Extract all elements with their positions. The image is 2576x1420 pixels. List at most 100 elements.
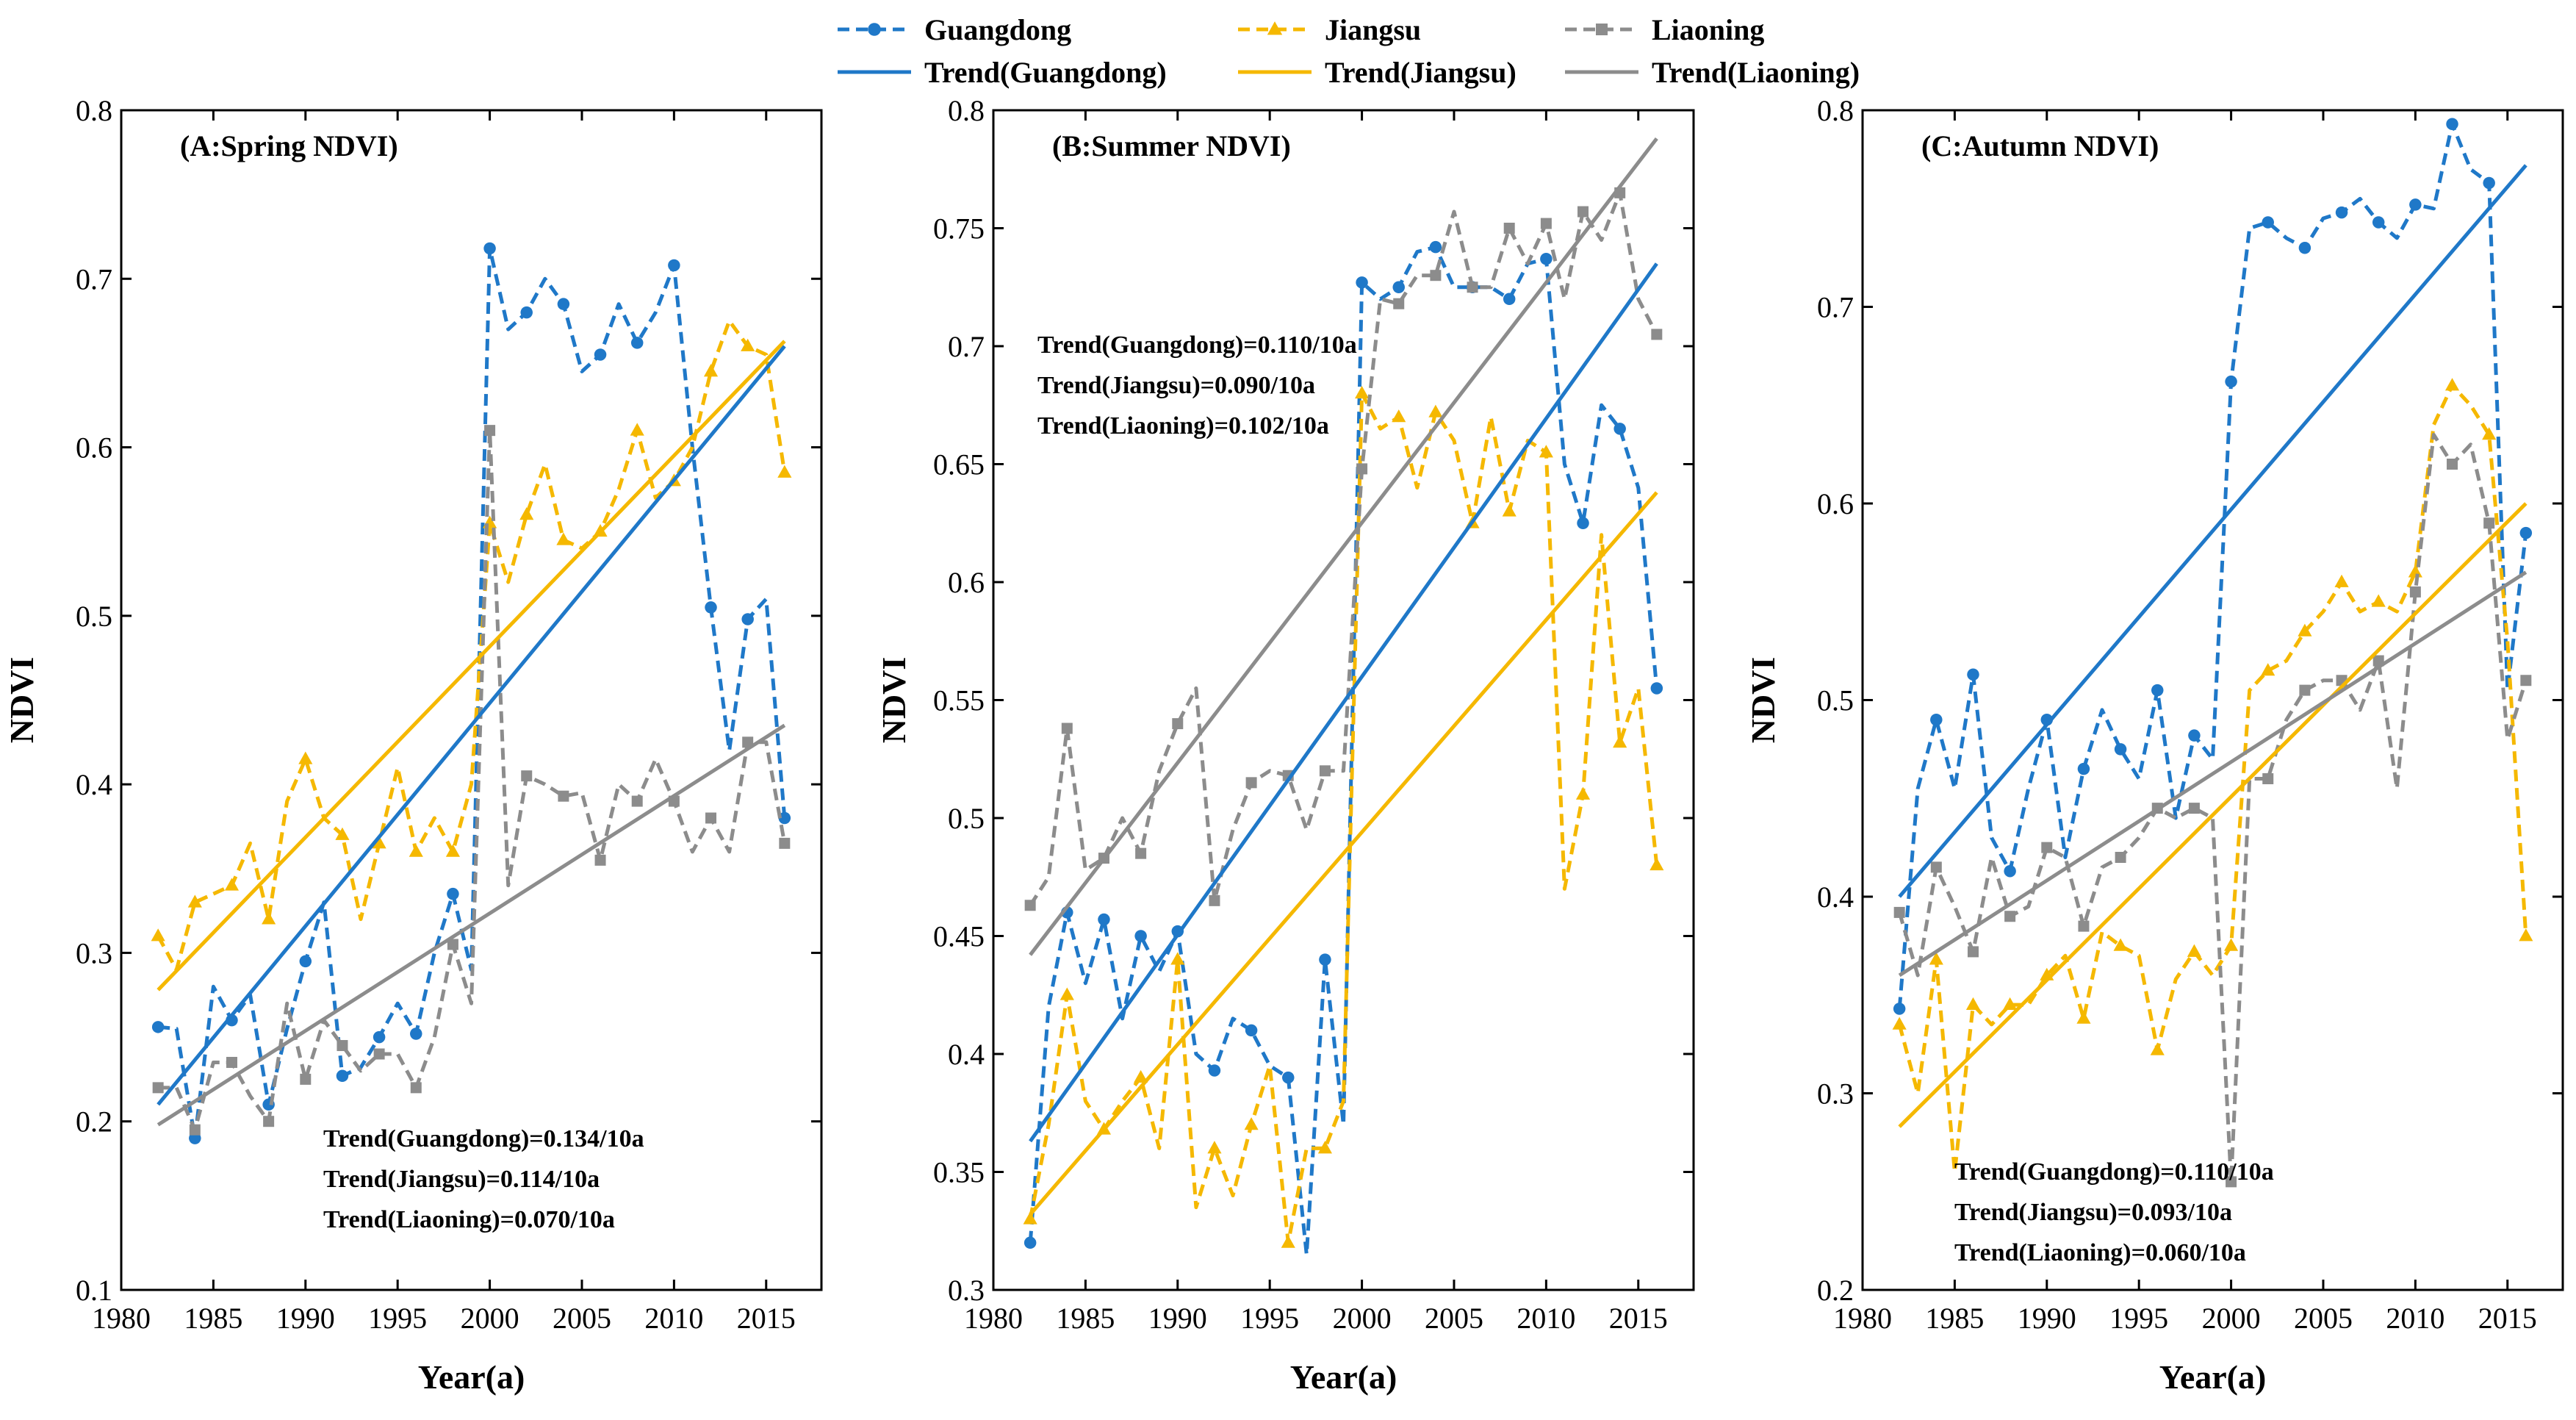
y-tick-label: 0.6 <box>948 566 985 599</box>
trend-line-trend-guangdong <box>1898 164 2528 898</box>
data-point-liaoning <box>2078 920 2090 932</box>
data-point-guangdong <box>1282 1071 1295 1084</box>
x-tick-label: 2010 <box>1517 1302 1575 1335</box>
data-point-jiangsu <box>151 928 165 942</box>
panel-title: (C:Autumn NDVI) <box>1921 129 2159 162</box>
y-tick-label: 0.6 <box>1817 487 1854 520</box>
panel-c-autumn-ndvi: 1980 1985 1990 1995 2000 2005 2010 2015 0.2 0.3 0.… <box>1744 94 2564 1396</box>
x-tick-label: 1985 <box>184 1302 242 1335</box>
data-point-jiangsu <box>2076 1011 2091 1024</box>
x-tick-label: 1985 <box>1925 1302 1984 1335</box>
data-point-jiangsu <box>1059 987 1074 1000</box>
data-point-liaoning <box>1172 718 1184 730</box>
data-point-guangdong <box>2446 118 2458 130</box>
data-point-guangdong <box>2004 864 2016 878</box>
data-point-jiangsu <box>1392 409 1406 423</box>
data-point-jiangsu <box>1281 1235 1295 1248</box>
data-point-liaoning <box>189 1124 201 1136</box>
data-point-liaoning <box>1024 900 1036 911</box>
data-point-guangdong <box>778 811 791 825</box>
data-point-liaoning <box>337 1040 348 1052</box>
legend-marker-triangle <box>1267 21 1283 35</box>
data-point-jiangsu <box>372 836 386 849</box>
trend-annotation: Trend(Guangdong)=0.110/10a <box>1037 331 1357 359</box>
x-axis-title: Year(a) <box>1290 1358 1397 1396</box>
data-point-jiangsu <box>2150 1042 2165 1055</box>
y-tick-label: 0.7 <box>948 330 985 363</box>
data-point-jiangsu <box>409 844 423 857</box>
data-point-liaoning <box>1393 298 1405 309</box>
legend-label: Trend(Jiangsu) <box>1325 56 1517 89</box>
y-tick-label: 0.4 <box>76 768 112 801</box>
legend: Guangdong Jiangsu Liaoning Trend(Guangdong)… <box>838 13 1860 89</box>
x-tick-label: 2005 <box>2294 1302 2353 1335</box>
data-point-guangdong <box>2188 729 2201 742</box>
data-point-liaoning <box>705 812 717 824</box>
data-point-liaoning <box>521 770 533 782</box>
data-point-jiangsu <box>1649 857 1664 871</box>
trend-line-trend-liaoning <box>156 723 786 1127</box>
data-point-guangdong <box>2372 216 2385 229</box>
data-point-liaoning <box>1430 270 1442 282</box>
series-line-jiangsu <box>1028 391 1659 1245</box>
x-tick-label: 2000 <box>1333 1302 1392 1335</box>
x-tick-label: 2000 <box>461 1302 519 1335</box>
data-point-liaoning <box>2447 459 2458 470</box>
data-point-liaoning <box>2409 586 2421 598</box>
data-point-jiangsu <box>2482 427 2497 440</box>
data-point-jiangsu <box>1929 952 1943 965</box>
data-point-jiangsu <box>1023 1211 1037 1224</box>
data-point-liaoning <box>1540 218 1552 229</box>
series-line-jiangsu <box>156 319 787 972</box>
y-tick-label: 0.4 <box>1817 881 1854 914</box>
data-point-jiangsu <box>2519 928 2533 942</box>
data-point-guangdong <box>1577 517 1589 529</box>
data-point-jiangsu <box>630 423 644 436</box>
data-point-jiangsu <box>703 364 719 377</box>
trend-annotation: Trend(Guangdong)=0.110/10a <box>1954 1158 2274 1186</box>
y-tick-label: 0.5 <box>76 600 112 633</box>
data-point-guangdong <box>741 613 754 625</box>
y-tick-label: 0.3 <box>76 936 112 969</box>
data-point-liaoning <box>1245 777 1257 789</box>
plot-frame <box>120 109 823 1291</box>
trend-annotation: Trend(Liaoning)=0.070/10a <box>323 1206 615 1233</box>
data-point-liaoning <box>1319 765 1331 777</box>
x-tick-label: 1995 <box>368 1302 427 1335</box>
data-point-guangdong <box>1392 281 1405 293</box>
x-tick-label: 2010 <box>644 1302 703 1335</box>
data-point-jiangsu <box>2187 944 2201 957</box>
trend-annotation: Trend(Jiangsu)=0.114/10a <box>323 1166 600 1193</box>
series-line-jiangsu <box>1897 384 2528 1174</box>
trend-line-trend-liaoning <box>1898 570 2528 978</box>
data-point-liaoning <box>152 1082 164 1094</box>
data-point-guangdong <box>1613 423 1626 435</box>
legend-label: Trend(Liaoning) <box>1652 56 1860 89</box>
data-point-jiangsu <box>2003 997 2018 1011</box>
data-point-jiangsu <box>1428 404 1443 417</box>
data-point-guangdong <box>2335 206 2348 219</box>
y-tick-label: 0.1 <box>76 1274 112 1307</box>
y-tick-label: 0.6 <box>76 431 112 465</box>
data-point-guangdong <box>336 1069 349 1083</box>
data-point-guangdong <box>520 306 533 319</box>
legend-entry-guangdong: Guangdong <box>838 13 1071 46</box>
data-point-guangdong <box>1650 682 1663 695</box>
data-point-liaoning <box>2520 675 2532 686</box>
data-point-jiangsu <box>1317 1141 1332 1154</box>
trend-annotation: Trend(Liaoning)=0.102/10a <box>1037 412 1329 440</box>
data-point-guangdong <box>483 242 496 255</box>
legend-entry-trend-guangdong: Trend(Guangdong) <box>838 56 1167 89</box>
data-point-guangdong <box>594 348 607 361</box>
data-point-guangdong <box>2519 526 2533 539</box>
x-tick-label: 1990 <box>1148 1302 1207 1335</box>
data-point-jiangsu <box>2408 564 2422 578</box>
trend-line-trend-liaoning <box>1029 137 1658 956</box>
legend-label: Trend(Guangdong) <box>924 56 1167 89</box>
legend-marker-square <box>1596 24 1608 35</box>
data-point-liaoning <box>558 790 569 802</box>
trend-annotation: Trend(Liaoning)=0.060/10a <box>1954 1239 2246 1266</box>
trend-line-trend-guangdong <box>1029 262 1658 1143</box>
data-point-liaoning <box>2226 1176 2237 1188</box>
